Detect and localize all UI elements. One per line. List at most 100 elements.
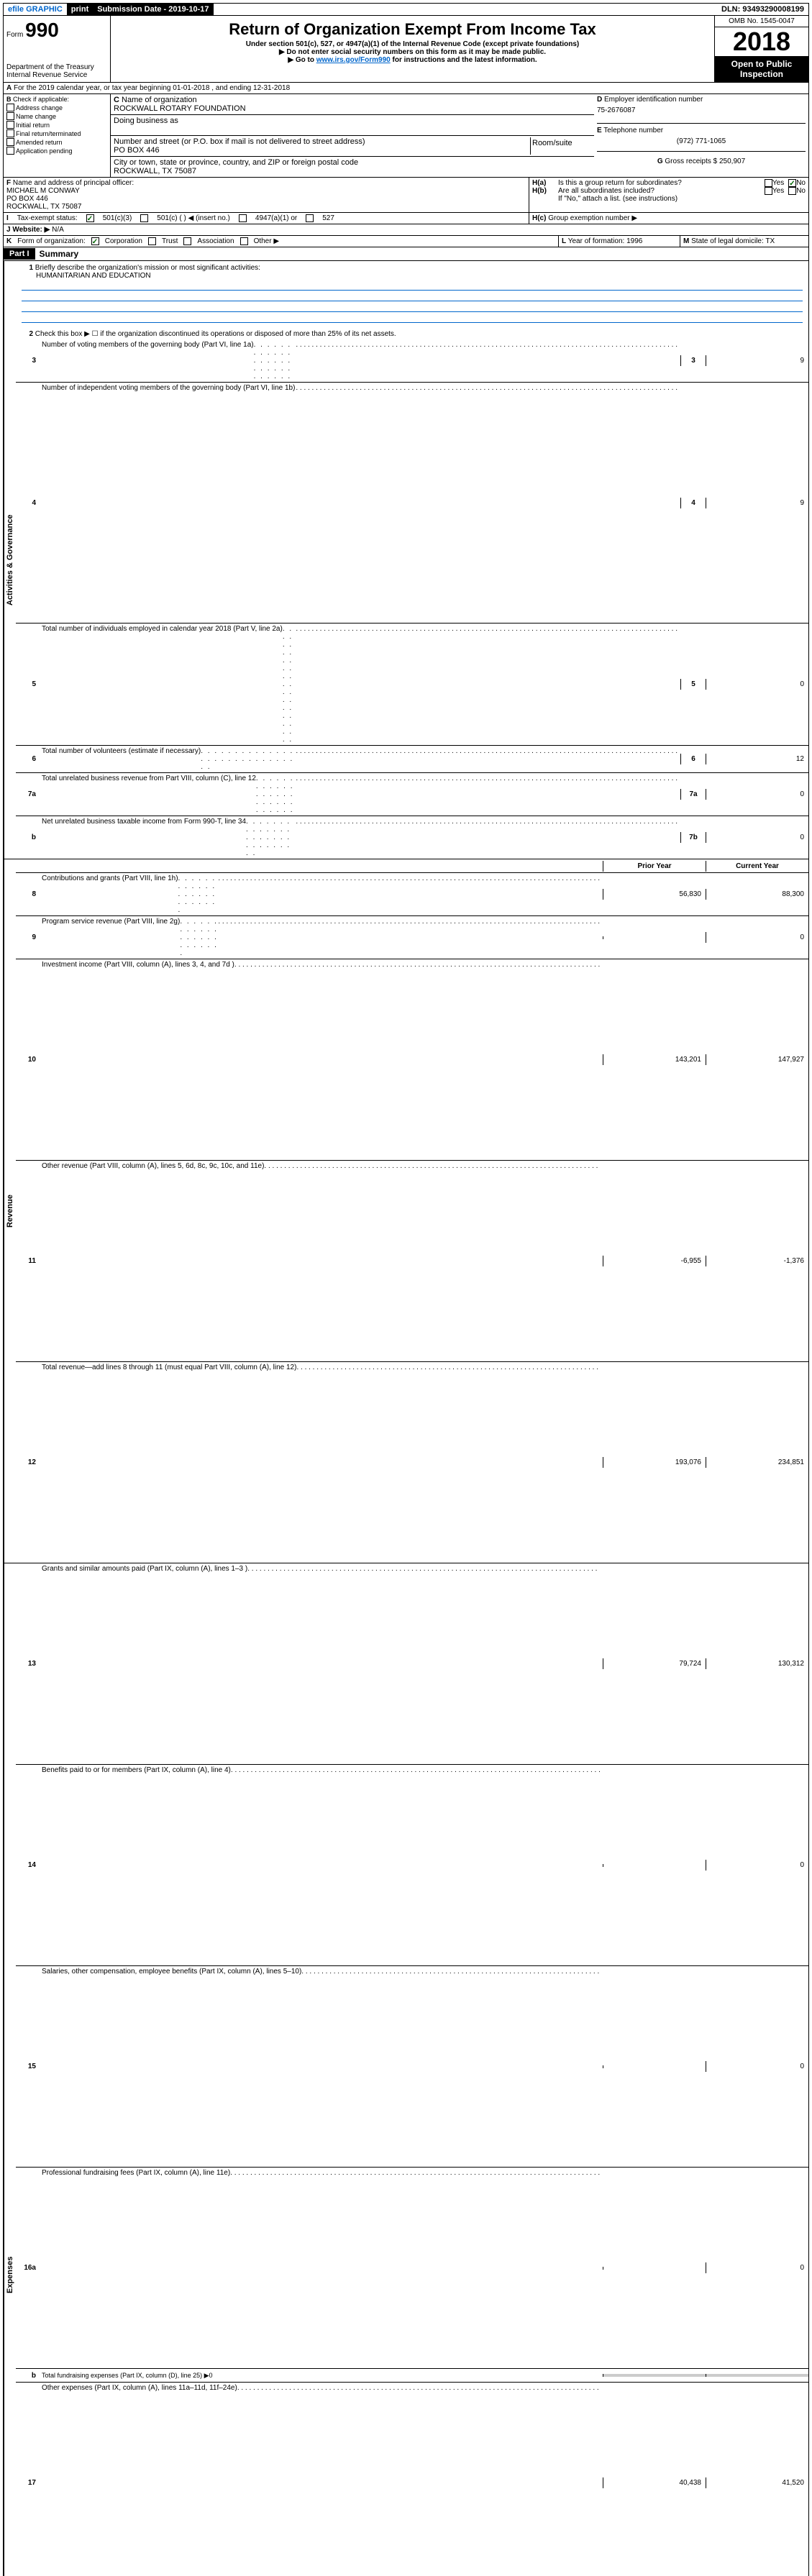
irs-label: Internal Revenue Service	[6, 71, 107, 79]
tax-year: 2018	[715, 27, 808, 56]
table-row: 13Grants and similar amounts paid (Part …	[16, 1563, 808, 1765]
subtitle-3-post: for instructions and the latest informat…	[393, 56, 537, 64]
mission-label: Briefly describe the organization's miss…	[35, 264, 260, 272]
yes-label-2: Yes	[772, 187, 784, 195]
checkbox-label: Final return/terminated	[16, 130, 81, 137]
gross-label: Gross receipts $	[665, 157, 717, 165]
website-label: Website: ▶	[12, 226, 50, 234]
corp-checkbox[interactable]	[91, 237, 99, 245]
no-label: No	[796, 179, 806, 187]
opt-501c3: 501(c)(3)	[103, 214, 132, 222]
other-checkbox[interactable]	[240, 237, 248, 245]
checkbox-label: Application pending	[16, 147, 73, 155]
phone-value: (972) 771-1065	[597, 134, 806, 151]
activities-governance: Activities & Governance 1 Briefly descri…	[3, 261, 809, 859]
org-address: PO BOX 446	[114, 146, 160, 155]
opt-trust: Trust	[162, 237, 178, 245]
mission-value: HUMANITARIAN AND EDUCATION	[36, 272, 151, 280]
efile-link[interactable]: efile GRAPHIC	[4, 4, 67, 15]
501c3-checkbox[interactable]	[86, 214, 94, 222]
checkbox-application-pending[interactable]	[6, 147, 14, 155]
name-label: Name of organization	[122, 96, 197, 104]
vlabel-revenue: Revenue	[4, 859, 16, 1563]
table-row: 8Contributions and grants (Part VIII, li…	[16, 873, 808, 916]
h-c-text: Group exemption number ▶	[548, 214, 637, 222]
501c-checkbox[interactable]	[140, 214, 148, 222]
hb-yes-checkbox[interactable]	[765, 187, 772, 195]
form-org-label: Form of organization:	[17, 237, 86, 245]
section-i: I Tax-exempt status: 501(c)(3) 501(c) ( …	[3, 213, 809, 224]
no-label-2: No	[796, 187, 806, 195]
officer-name: MICHAEL M CONWAY	[6, 187, 80, 195]
officer-label: Name and address of principal officer:	[13, 179, 134, 187]
trust-checkbox[interactable]	[148, 237, 156, 245]
table-row: bNet unrelated business taxable income f…	[16, 816, 808, 859]
527-checkbox[interactable]	[306, 214, 314, 222]
h-b-text: Are all subordinates included?	[558, 187, 765, 195]
line-2-text: Check this box ▶ ☐ if the organization d…	[35, 330, 396, 338]
section-b: B Check if applicable: Address changeNam…	[4, 94, 111, 177]
section-a: A For the 2019 calendar year, or tax yea…	[3, 83, 809, 94]
opt-4947: 4947(a)(1) or	[255, 214, 297, 222]
submission-date-button[interactable]: Submission Date - 2019-10-17	[93, 4, 213, 15]
form-title: Return of Organization Exempt From Incom…	[114, 20, 711, 39]
assoc-checkbox[interactable]	[183, 237, 191, 245]
city-label: City or town, state or province, country…	[114, 158, 358, 167]
part-1-badge: Part I	[4, 248, 35, 260]
checkbox-label: Name change	[16, 113, 56, 120]
top-bar: efile GRAPHIC print Submission Date - 20…	[3, 3, 809, 16]
checkbox-label: Initial return	[16, 122, 50, 129]
domicile: TX	[765, 237, 775, 245]
table-row: 16aProfessional fundraising fees (Part I…	[16, 2168, 808, 2369]
room-label: Room/suite	[530, 137, 591, 155]
table-row: 3Number of voting members of the governi…	[16, 339, 808, 383]
org-city: ROCKWALL, TX 75087	[114, 167, 196, 175]
subtitle-2: ▶ Do not enter social security numbers o…	[114, 48, 711, 56]
checkbox-final-return-terminated[interactable]	[6, 129, 14, 137]
form-prefix: Form	[6, 31, 23, 39]
table-row: 14Benefits paid to or for members (Part …	[16, 1765, 808, 1966]
print-button[interactable]: print	[67, 4, 93, 15]
table-row: 15Salaries, other compensation, employee…	[16, 1966, 808, 2168]
table-row: 9Program service revenue (Part VIII, lin…	[16, 916, 808, 959]
year-formation-label: Year of formation:	[568, 237, 625, 245]
form-header: Form 990 Department of the Treasury Inte…	[3, 16, 809, 83]
dba-label: Doing business as	[111, 114, 594, 135]
irs-link[interactable]: www.irs.gov/Form990	[316, 56, 391, 64]
sections-d-e-g: D Employer identification number 75-2676…	[594, 94, 808, 177]
checkbox-label: Amended return	[16, 139, 63, 146]
officer-addr2: ROCKWALL, TX 75087	[6, 203, 82, 211]
checkbox-initial-return[interactable]	[6, 121, 14, 129]
table-row: 12Total revenue—add lines 8 through 11 (…	[16, 1362, 808, 1563]
open-public-badge: Open to Public Inspection	[715, 56, 808, 82]
4947-checkbox[interactable]	[239, 214, 247, 222]
opt-527: 527	[322, 214, 334, 222]
checkbox-address-change[interactable]	[6, 104, 14, 111]
ein-label: Employer identification number	[604, 96, 703, 104]
dln-text: DLN: 93493290008199	[717, 4, 808, 15]
omb-number: OMB No. 1545-0047	[715, 16, 808, 27]
table-row: 7aTotal unrelated business revenue from …	[16, 773, 808, 816]
opt-corp: Corporation	[105, 237, 142, 245]
current-year-header: Current Year	[706, 861, 808, 872]
sections-b-g: B Check if applicable: Address changeNam…	[3, 94, 809, 178]
section-a-text: For the 2019 calendar year, or tax year …	[14, 84, 290, 92]
gross-value: 250,907	[719, 157, 745, 165]
ha-yes-checkbox[interactable]	[765, 179, 772, 187]
h-a-text: Is this a group return for subordinates?	[558, 179, 765, 187]
subtitle-3-pre: ▶ Go to	[288, 56, 316, 64]
hb-no-checkbox[interactable]	[788, 187, 796, 195]
year-formation: 1996	[626, 237, 642, 245]
revenue-section: Revenue Prior Year Current Year 8Contrib…	[3, 859, 809, 1563]
ha-no-checkbox[interactable]	[788, 179, 796, 187]
yes-label: Yes	[772, 179, 784, 187]
tax-exempt-label: Tax-exempt status:	[17, 214, 78, 222]
dept-treasury: Department of the Treasury	[6, 63, 107, 71]
section-j: J Website: ▶ N/A	[3, 224, 809, 236]
table-row: 10Investment income (Part VIII, column (…	[16, 959, 808, 1161]
checkbox-amended-return[interactable]	[6, 138, 14, 146]
expenses-section: Expenses 13Grants and similar amounts pa…	[3, 1563, 809, 2576]
addr-label: Number and street (or P.O. box if mail i…	[114, 137, 365, 146]
part-1-header: Part I Summary	[3, 247, 809, 261]
checkbox-name-change[interactable]	[6, 112, 14, 120]
